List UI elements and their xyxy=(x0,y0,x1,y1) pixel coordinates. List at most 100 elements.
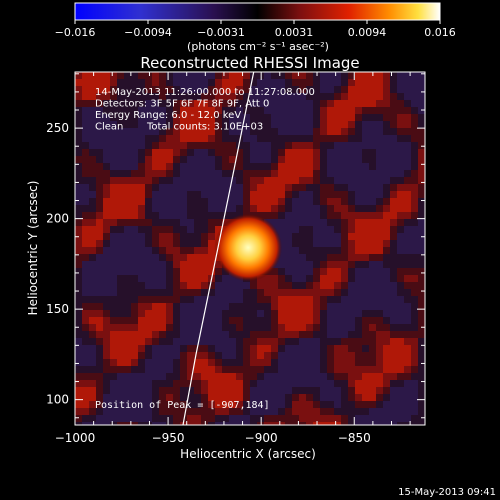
heatmap-cell xyxy=(138,247,145,254)
heatmap-cell xyxy=(187,72,194,79)
heatmap-cell xyxy=(376,324,383,331)
heatmap-cell xyxy=(313,100,320,107)
heatmap-cell xyxy=(103,93,110,100)
heatmap-cell xyxy=(404,191,411,198)
heatmap-cell xyxy=(215,352,222,359)
heatmap-cell xyxy=(124,170,131,177)
heatmap-cell xyxy=(404,387,411,394)
heatmap-cell xyxy=(187,401,194,408)
heatmap-cell xyxy=(278,163,285,170)
heatmap-cell xyxy=(229,422,236,425)
heatmap-cell xyxy=(159,282,166,289)
heatmap-cell xyxy=(278,205,285,212)
heatmap-cell xyxy=(383,331,390,338)
heatmap-cell xyxy=(159,191,166,198)
heatmap-cell xyxy=(82,114,89,121)
heatmap-cell xyxy=(82,401,89,408)
heatmap-cell xyxy=(327,170,334,177)
heatmap-cell xyxy=(334,401,341,408)
heatmap-cell xyxy=(264,114,271,121)
heatmap-cell xyxy=(117,401,124,408)
heatmap-cell xyxy=(159,401,166,408)
heatmap-cell xyxy=(243,289,250,296)
heatmap-cell xyxy=(355,415,362,422)
heatmap-cell xyxy=(418,282,425,289)
heatmap-cell xyxy=(404,198,411,205)
heatmap-cell xyxy=(327,205,334,212)
heatmap-cell xyxy=(215,93,222,100)
heatmap-cell xyxy=(96,142,103,149)
heatmap-cell xyxy=(117,247,124,254)
heatmap-cell xyxy=(397,226,404,233)
heatmap-cell xyxy=(376,289,383,296)
heatmap-cell xyxy=(397,282,404,289)
heatmap-cell xyxy=(278,366,285,373)
heatmap-cell xyxy=(159,149,166,156)
heatmap-cell xyxy=(355,205,362,212)
heatmap-cell xyxy=(222,156,229,163)
heatmap-cell xyxy=(159,198,166,205)
heatmap-cell xyxy=(306,261,313,268)
heatmap-cell xyxy=(103,401,110,408)
heatmap-cell xyxy=(131,156,138,163)
heatmap-cell xyxy=(75,72,82,79)
heatmap-cell xyxy=(334,233,341,240)
heatmap-cell xyxy=(390,149,397,156)
heatmap-cell xyxy=(271,422,278,425)
heatmap-cell xyxy=(327,275,334,282)
heatmap-cell xyxy=(138,331,145,338)
heatmap-cell xyxy=(397,114,404,121)
heatmap-cell xyxy=(124,359,131,366)
heatmap-cell xyxy=(145,219,152,226)
heatmap-cell xyxy=(383,268,390,275)
heatmap-cell xyxy=(187,135,194,142)
heatmap-cell xyxy=(131,394,138,401)
heatmap-cell xyxy=(334,310,341,317)
heatmap-cell xyxy=(152,121,159,128)
heatmap-cell xyxy=(103,317,110,324)
heatmap-cell xyxy=(411,261,418,268)
heatmap-cell xyxy=(264,422,271,425)
heatmap-cell xyxy=(299,114,306,121)
heatmap-cell xyxy=(194,205,201,212)
heatmap-cell xyxy=(404,86,411,93)
heatmap-cell xyxy=(201,317,208,324)
heatmap-cell xyxy=(117,394,124,401)
heatmap-cell xyxy=(96,366,103,373)
heatmap-cell xyxy=(257,135,264,142)
heatmap-cell xyxy=(250,331,257,338)
heatmap-cell xyxy=(145,100,152,107)
heatmap-cell xyxy=(292,205,299,212)
heatmap-cell xyxy=(341,282,348,289)
heatmap-cell xyxy=(89,310,96,317)
heatmap-cell xyxy=(138,205,145,212)
heatmap-cell xyxy=(257,156,264,163)
heatmap-cell xyxy=(376,338,383,345)
heatmap-cell xyxy=(124,394,131,401)
heatmap-cell xyxy=(208,93,215,100)
heatmap-cell xyxy=(285,401,292,408)
heatmap-cell xyxy=(103,275,110,282)
heatmap-cell xyxy=(327,163,334,170)
heatmap-cell xyxy=(292,93,299,100)
heatmap-cell xyxy=(124,254,131,261)
heatmap-cell xyxy=(208,212,215,219)
heatmap-cell xyxy=(159,79,166,86)
heatmap-cell xyxy=(82,86,89,93)
heatmap-cell xyxy=(250,408,257,415)
heatmap-cell xyxy=(341,79,348,86)
heatmap-cell xyxy=(383,240,390,247)
heatmap-cell xyxy=(222,107,229,114)
heatmap-cell xyxy=(327,79,334,86)
heatmap-cell xyxy=(285,317,292,324)
heatmap-cell xyxy=(236,359,243,366)
heatmap-cell xyxy=(362,205,369,212)
heatmap-cell xyxy=(117,135,124,142)
heatmap-cell xyxy=(306,422,313,425)
heatmap-cell xyxy=(208,107,215,114)
heatmap-cell xyxy=(194,289,201,296)
heatmap-cell xyxy=(397,135,404,142)
heatmap-cell xyxy=(222,149,229,156)
heatmap-cell xyxy=(201,149,208,156)
heatmap-cell xyxy=(180,317,187,324)
